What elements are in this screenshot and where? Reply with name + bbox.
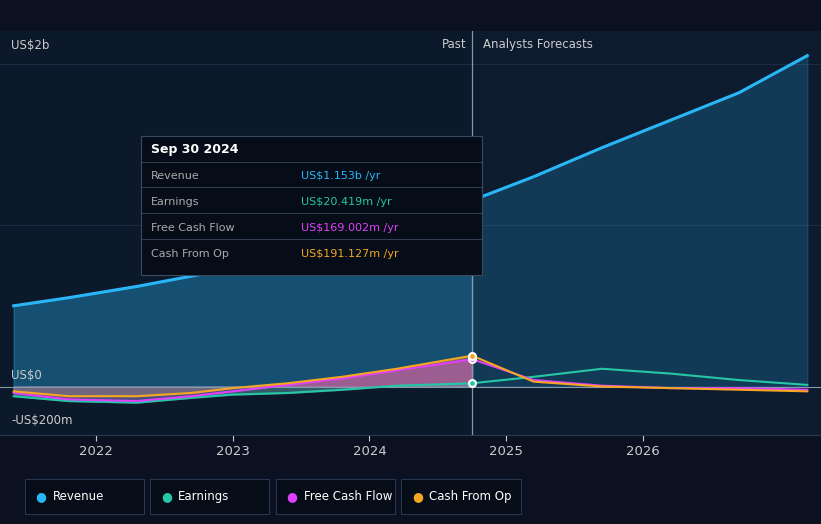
Text: US$20.419m /yr: US$20.419m /yr [301, 196, 392, 207]
Text: Past: Past [442, 38, 466, 51]
Text: US$1.153b /yr: US$1.153b /yr [301, 170, 381, 181]
Text: ●: ● [287, 490, 297, 503]
Text: US$169.002m /yr: US$169.002m /yr [301, 223, 399, 233]
Text: Sep 30 2024: Sep 30 2024 [151, 143, 239, 156]
Text: -US$200m: -US$200m [11, 414, 72, 427]
Text: ●: ● [412, 490, 423, 503]
Text: US$0: US$0 [11, 369, 42, 383]
Text: Cash From Op: Cash From Op [429, 490, 511, 503]
Text: Free Cash Flow: Free Cash Flow [304, 490, 392, 503]
Text: Cash From Op: Cash From Op [151, 249, 229, 259]
Text: ●: ● [35, 490, 46, 503]
Text: ●: ● [161, 490, 172, 503]
Text: Free Cash Flow: Free Cash Flow [151, 223, 235, 233]
Text: Revenue: Revenue [53, 490, 104, 503]
Text: Earnings: Earnings [178, 490, 230, 503]
Text: Revenue: Revenue [151, 170, 200, 181]
Text: US$191.127m /yr: US$191.127m /yr [301, 249, 399, 259]
Text: US$2b: US$2b [11, 39, 49, 52]
Text: Analysts Forecasts: Analysts Forecasts [483, 38, 593, 51]
Text: Earnings: Earnings [151, 196, 200, 207]
